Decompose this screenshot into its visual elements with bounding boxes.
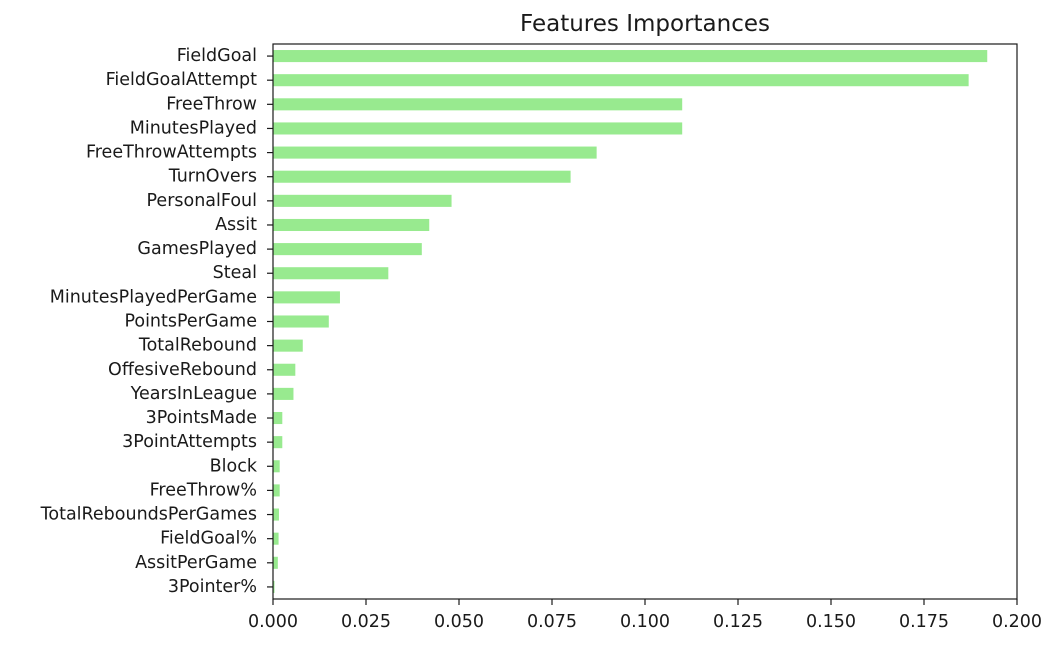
bar [273,218,430,232]
bar [273,363,296,376]
bar [273,122,683,135]
y-tick-label: Block [210,456,258,476]
y-tick-label: PointsPerGame [124,312,257,332]
x-tick-label: 0.175 [899,612,949,632]
y-tick-label: MinutesPlayedPerGame [50,287,257,307]
bar [273,580,275,593]
x-tick-label: 0.150 [806,612,856,632]
bar [273,508,279,521]
x-tick-label: 0.200 [992,612,1042,632]
y-tick-label: TotalReboundsPerGames [40,505,257,525]
plot-frame [272,43,1018,600]
bar [273,339,303,352]
y-tick-label: TotalRebound [138,336,257,356]
y-tick-label: TurnOvers [168,167,257,187]
y-tick-label: GamesPlayed [137,239,257,259]
x-tick-label: 0.075 [527,612,577,632]
y-tick-label: 3Pointer% [168,577,257,597]
bar [273,170,571,183]
x-axis-ticks: 0.000 0.025 0.050 0.075 0.100 0.125 0.150 0.175… [248,599,1042,632]
y-tick-label: FreeThrowAttempts [86,143,257,163]
y-tick-label: OffesiveRebound [108,360,257,380]
bar [273,460,280,473]
bar [273,387,294,400]
y-tick-label: YearsInLeague [130,384,257,404]
y-tick-label: Steal [213,263,257,283]
bar [273,243,422,256]
y-tick-label: FieldGoal [177,46,257,66]
bar [273,98,683,111]
y-axis-ticks: FieldGoal FieldGoalAttempt FreeThrow Minute… [40,46,273,597]
y-tick-label: AssitPerGame [135,553,257,573]
bar [273,146,597,159]
bar [273,267,389,280]
x-tick-label: 0.025 [341,612,391,632]
bar [273,194,452,207]
x-tick-label: 0.100 [620,612,670,632]
y-tick-label: MinutesPlayed [130,118,257,138]
bar [273,291,340,304]
x-tick-label: 0.000 [248,612,298,632]
y-tick-label: Assit [215,215,257,235]
bar [273,484,280,497]
x-tick-label: 0.050 [434,612,484,632]
bar [273,436,283,449]
bar [273,315,329,328]
bars-layer [273,50,988,593]
bar [273,556,278,569]
y-tick-label: FieldGoalAttempt [106,70,258,90]
y-tick-label: 3PointsMade [146,408,257,428]
y-tick-label: PersonalFoul [147,191,258,211]
y-tick-label: FreeThrow% [150,480,257,500]
y-tick-label: 3PointAttempts [122,432,257,452]
bar [273,50,988,63]
chart-title: Features Importances [520,11,770,37]
bar [273,532,279,545]
y-tick-label: FreeThrow [166,94,257,114]
y-tick-label: FieldGoal% [160,529,257,549]
x-tick-label: 0.125 [713,612,763,632]
bar [273,74,969,87]
bar [273,411,283,425]
